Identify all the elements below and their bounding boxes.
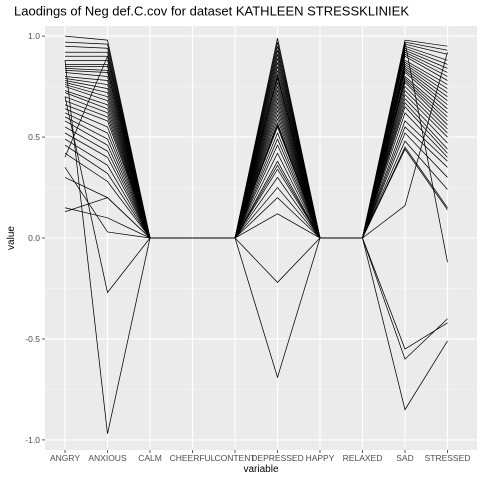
series-line-25 bbox=[64, 101, 448, 239]
axis-layer: -1.0 -0.5 0.0 0.5 1.0 ANGRY ANXIOUS CALM CHEERFU… bbox=[25, 31, 470, 463]
series-line-16 bbox=[64, 71, 448, 239]
x-axis-title: variable bbox=[243, 464, 278, 475]
series-line-27 bbox=[64, 112, 448, 239]
x-tick-label: CALM bbox=[138, 453, 162, 463]
series-line-38 bbox=[64, 55, 448, 360]
series-line-35 bbox=[64, 42, 448, 263]
series-line-30 bbox=[64, 132, 448, 239]
series-line-21 bbox=[64, 85, 448, 239]
x-tick-label: DEPRESSED bbox=[251, 453, 303, 463]
y-tick-label: -0.5 bbox=[25, 334, 40, 344]
x-tick-label: HAPPY bbox=[306, 453, 335, 463]
x-tick-label: CONTENT bbox=[214, 453, 255, 463]
series-line-20 bbox=[64, 81, 448, 239]
series-layer bbox=[64, 35, 448, 434]
series-line-24 bbox=[64, 97, 448, 239]
y-tick-label: -1.0 bbox=[25, 435, 40, 445]
series-line-34 bbox=[64, 52, 448, 239]
y-tick-label: 0.0 bbox=[28, 233, 40, 243]
series-line-37 bbox=[64, 60, 448, 434]
x-tick-label: STRESSED bbox=[425, 453, 471, 463]
x-tick-label: ANXIOUS bbox=[88, 453, 127, 463]
series-line-33 bbox=[64, 148, 448, 239]
series-line-29 bbox=[64, 126, 448, 239]
y-axis-title: value bbox=[6, 226, 17, 250]
y-tick-label: 1.0 bbox=[28, 31, 40, 41]
chart-title: Laodings of Neg def.C.cov for dataset KA… bbox=[14, 4, 409, 19]
y-tick-label: 0.5 bbox=[28, 132, 40, 142]
series-line-36 bbox=[64, 96, 448, 350]
series-line-31 bbox=[64, 140, 448, 239]
x-tick-label: SAD bbox=[396, 453, 413, 463]
x-tick-label: RELAXED bbox=[343, 453, 383, 463]
series-line-28 bbox=[64, 120, 448, 239]
x-tick-label: ANGRY bbox=[50, 453, 80, 463]
x-tick-label: CHEERFUL bbox=[170, 453, 216, 463]
series-line-26 bbox=[64, 106, 448, 239]
